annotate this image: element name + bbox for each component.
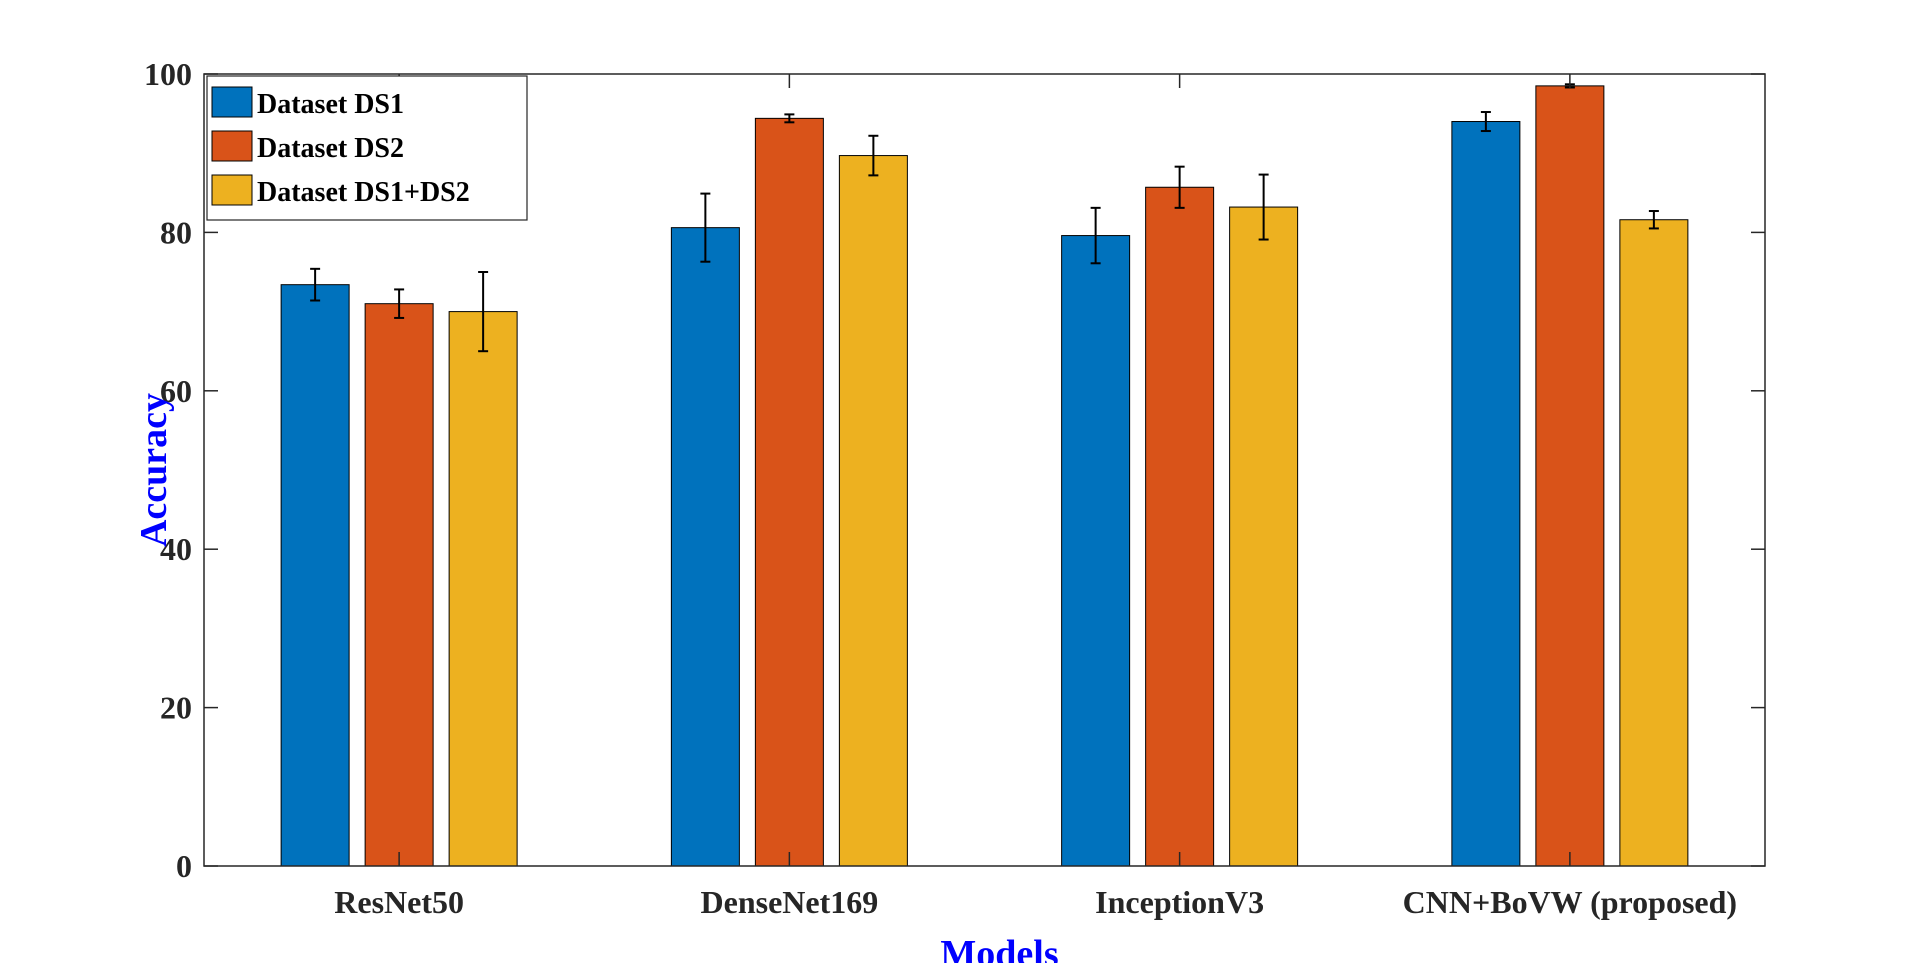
legend-item: Dataset DS1+DS2 [211, 174, 470, 208]
bars-layer [280, 85, 1689, 867]
plot-frame [203, 73, 1766, 867]
y-tick-label: 100 [144, 56, 192, 92]
legend-swatch [211, 86, 253, 118]
y-tick-label: 40 [160, 531, 192, 567]
errorbar-dataset-ds1-ds2-cnn-bovw-proposed- [1648, 210, 1659, 230]
errorbar-dataset-ds2-inceptionv3 [1174, 165, 1185, 209]
x-tick-label: InceptionV3 [1095, 884, 1264, 920]
legend-swatch [211, 174, 253, 206]
errorbar-dataset-ds1-ds2-resnet50 [478, 271, 489, 353]
bar-dataset-ds1-ds2-densenet169 [838, 155, 908, 867]
y-tick-label: 80 [160, 214, 192, 250]
errorbar-dataset-ds1-ds2-densenet169 [868, 134, 879, 177]
bar-dataset-ds2-densenet169 [754, 117, 824, 867]
bar-dataset-ds1-densenet169 [670, 227, 740, 867]
bar-dataset-ds1-inceptionv3 [1061, 235, 1131, 867]
legend-label: Dataset DS2 [257, 133, 404, 164]
errorbars-layer [310, 83, 1659, 353]
legend-box [206, 75, 528, 221]
errorbar-dataset-ds1-cnn-bovw-proposed- [1480, 111, 1491, 133]
x-tick-label: CNN+BoVW (proposed) [1403, 884, 1737, 920]
errorbar-dataset-ds1-inceptionv3 [1090, 206, 1101, 265]
bar-dataset-ds1-ds2-cnn-bovw-proposed- [1619, 219, 1689, 867]
legend: Dataset DS1 Dataset DS2 Dataset DS1+DS2 [206, 75, 528, 221]
errorbar-dataset-ds1-resnet50 [310, 267, 321, 302]
errorbar-dataset-ds1-ds2-inceptionv3 [1258, 173, 1269, 241]
y-tick-label: 0 [176, 848, 192, 884]
x-tick-label: DenseNet169 [701, 884, 879, 920]
legend-label: Dataset DS1+DS2 [257, 177, 470, 208]
errorbar-dataset-ds2-densenet169 [784, 113, 795, 124]
bar-dataset-ds2-cnn-bovw-proposed- [1535, 85, 1605, 867]
legend-item: Dataset DS1 [211, 86, 404, 120]
bar-dataset-ds2-inceptionv3 [1145, 186, 1215, 867]
bar-dataset-ds1-ds2-inceptionv3 [1229, 206, 1299, 867]
errorbar-dataset-ds2-resnet50 [394, 288, 405, 319]
y-tick-label: 60 [160, 373, 192, 409]
x-axis-title: Models [940, 933, 1058, 963]
x-tick-labels: ResNet50 DenseNet169 InceptionV3 CNN+BoVW (… [334, 884, 1737, 920]
bar-dataset-ds1-cnn-bovw-proposed- [1451, 121, 1521, 867]
y-tick-label: 20 [160, 690, 192, 726]
bar-dataset-ds1-ds2-resnet50 [448, 311, 518, 867]
bar-dataset-ds2-resnet50 [364, 303, 434, 867]
legend-item: Dataset DS2 [211, 130, 404, 164]
x-tick-label: ResNet50 [334, 884, 464, 920]
y-axis-title: Accuracy [133, 393, 175, 547]
legend-swatch [211, 130, 253, 162]
bar-dataset-ds1-resnet50 [280, 284, 350, 867]
y-tick-labels: 0 20 40 60 80 100 [144, 56, 192, 884]
legend-label: Dataset DS1 [257, 89, 404, 120]
errorbar-dataset-ds1-densenet169 [700, 192, 711, 263]
